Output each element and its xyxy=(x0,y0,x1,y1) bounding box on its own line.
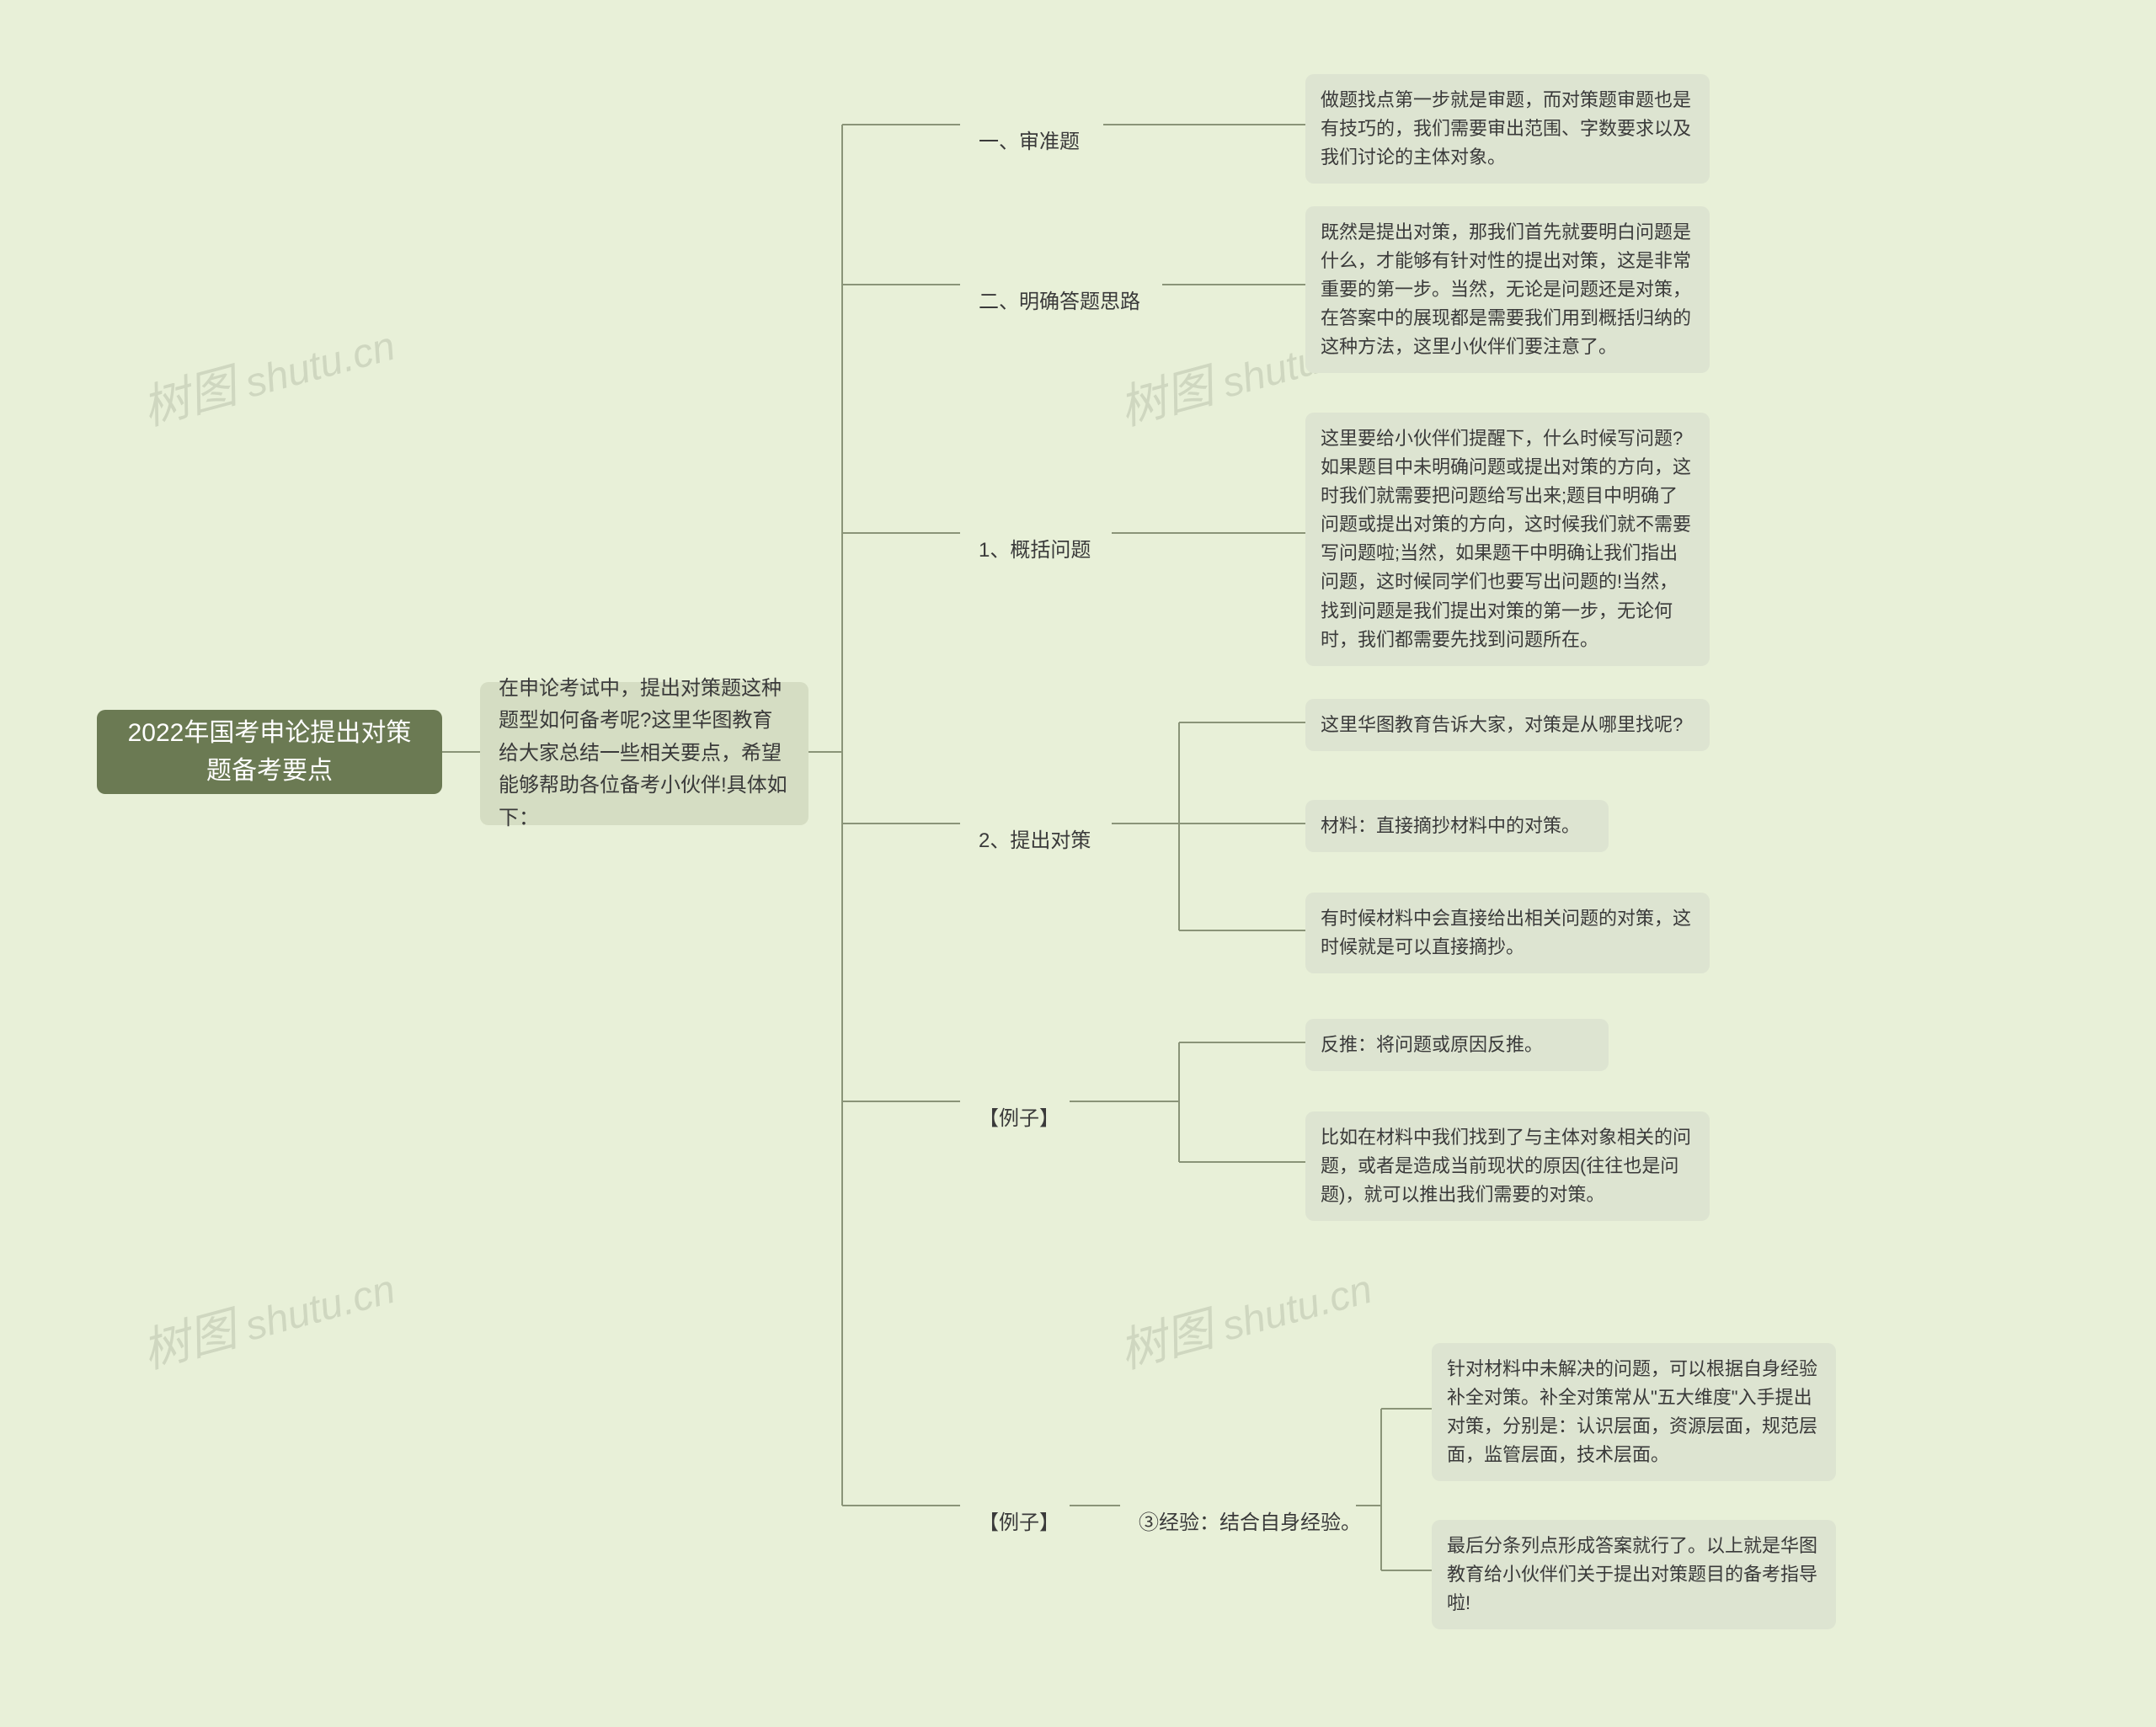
branch-6-label: 【例子】 xyxy=(960,1490,1078,1550)
root-line1: 2022年国考申论提出对策 xyxy=(128,714,412,752)
branch-4-leaf-3: 有时候材料中会直接给出相关问题的对策，这时候就是可以直接摘抄。 xyxy=(1305,893,1710,973)
root-node: 2022年国考申论提出对策 题备考要点 xyxy=(97,710,442,794)
branch-4-leaf-1: 这里华图教育告诉大家，对策是从哪里找呢? xyxy=(1305,699,1710,751)
branch-4-leaf-2: 材料：直接摘抄材料中的对策。 xyxy=(1305,800,1609,852)
branch-6-leaf-1: 针对材料中未解决的问题，可以根据自身经验补全对策。补全对策常从"五大维度"入手提… xyxy=(1432,1343,1836,1481)
branch-1-leaf: 做题找点第一步就是审题，而对策题审题也是有技巧的，我们需要审出范围、字数要求以及… xyxy=(1305,74,1710,184)
branch-3-label: 1、概括问题 xyxy=(960,518,1109,578)
watermark: 树图 shutu.cn xyxy=(134,1249,401,1382)
branch-4-label: 2、提出对策 xyxy=(960,808,1109,868)
branch-2-leaf: 既然是提出对策，那我们首先就要明白问题是什么，才能够有针对性的提出对策，这是非常… xyxy=(1305,206,1710,373)
branch-1-label: 一、审准题 xyxy=(960,109,1098,169)
intro-node: 在申论考试中，提出对策题这种题型如何备考呢?这里华图教育给大家总结一些相关要点，… xyxy=(480,682,808,825)
branch-5-leaf-2: 比如在材料中我们找到了与主体对象相关的问题，或者是造成当前现状的原因(往往也是问… xyxy=(1305,1111,1710,1221)
watermark: 树图 shutu.cn xyxy=(134,306,401,439)
branch-3-leaf: 这里要给小伙伴们提醒下，什么时候写问题?如果题目中未明确问题或提出对策的方向，这… xyxy=(1305,413,1710,666)
root-line2: 题备考要点 xyxy=(128,752,412,790)
intro-text: 在申论考试中，提出对策题这种题型如何备考呢?这里华图教育给大家总结一些相关要点，… xyxy=(499,673,790,834)
branch-5-label: 【例子】 xyxy=(960,1086,1078,1146)
branch-5-leaf-1: 反推：将问题或原因反推。 xyxy=(1305,1019,1609,1071)
branch-6-mid2: ③经验：结合自身经验。 xyxy=(1120,1490,1380,1550)
branch-6-leaf-2: 最后分条列点形成答案就行了。以上就是华图教育给小伙伴们关于提出对策题目的备考指导… xyxy=(1432,1520,1836,1629)
watermark: 树图 shutu.cn xyxy=(1111,1249,1378,1382)
branch-2-label: 二、明确答题思路 xyxy=(960,269,1159,329)
